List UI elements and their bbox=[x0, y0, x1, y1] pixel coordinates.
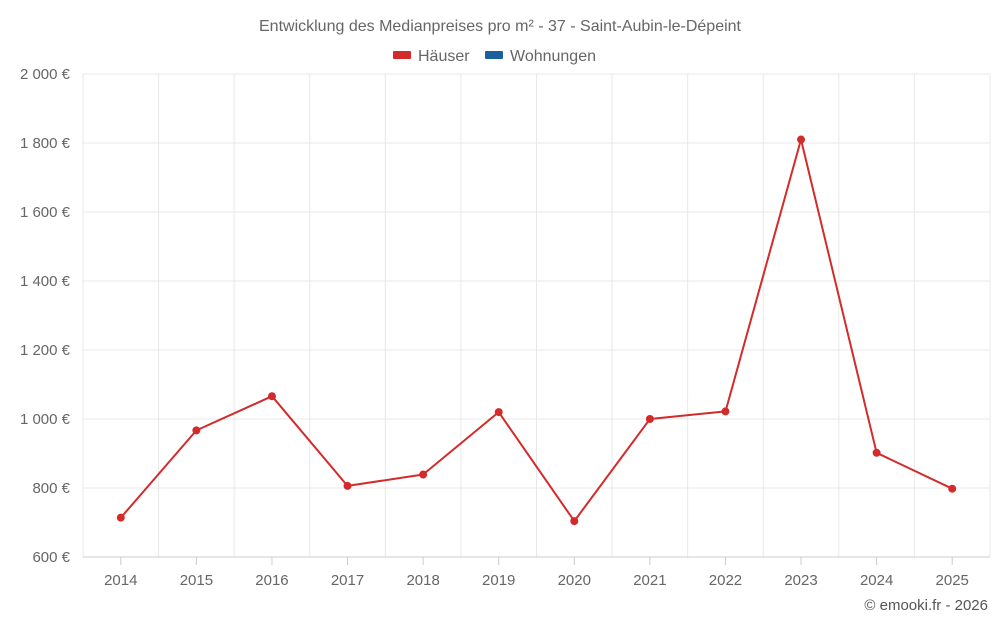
series-houses bbox=[116, 135, 957, 526]
y-tick-label: 1 400 € bbox=[20, 273, 71, 290]
x-tick-label: 2016 bbox=[255, 572, 288, 589]
y-tick-label: 800 € bbox=[32, 480, 70, 497]
y-tick-label: 1 000 € bbox=[20, 411, 71, 428]
data-point-2018[interactable] bbox=[419, 470, 428, 479]
data-point-2022[interactable] bbox=[721, 407, 730, 416]
legend-swatch-apartments bbox=[485, 51, 503, 59]
x-tick-label: 2015 bbox=[180, 572, 213, 589]
y-tick-label: 1 800 € bbox=[20, 135, 71, 152]
legend-item-apartments[interactable]: Wohnungen bbox=[485, 48, 596, 65]
data-point-2020[interactable] bbox=[570, 517, 579, 526]
x-tick-label: 2018 bbox=[406, 572, 439, 589]
x-tick-label: 2019 bbox=[482, 572, 515, 589]
data-point-2015[interactable] bbox=[192, 426, 201, 435]
data-point-2023[interactable] bbox=[797, 135, 806, 144]
x-axis: 2014 2015 2016 2017 2018 2019 2020 2021 2022 2023… bbox=[83, 556, 990, 589]
data-point-2024[interactable] bbox=[872, 448, 881, 457]
credit-text: © emooki.fr - 2026 bbox=[864, 597, 988, 614]
legend-swatch-houses bbox=[393, 51, 411, 59]
legend[interactable]: Häuser Wohnungen bbox=[393, 48, 596, 65]
legend-item-houses[interactable]: Häuser bbox=[393, 48, 470, 65]
chart-title: Entwicklung des Medianpreises pro m² - 3… bbox=[259, 18, 742, 35]
data-point-2025[interactable] bbox=[948, 484, 957, 493]
x-tick-label: 2020 bbox=[558, 572, 591, 589]
data-point-2014[interactable] bbox=[116, 513, 125, 522]
y-tick-label: 1 600 € bbox=[20, 204, 71, 221]
y-axis: 600 € 800 € 1 000 € 1 200 € 1 400 € 1 600 € 1 … bbox=[20, 66, 71, 566]
x-tick-label: 2017 bbox=[331, 572, 364, 589]
x-tick-label: 2024 bbox=[860, 572, 893, 589]
data-point-2017[interactable] bbox=[343, 481, 352, 490]
x-tick-label: 2022 bbox=[709, 572, 742, 589]
gridlines bbox=[82, 73, 991, 557]
data-point-2021[interactable] bbox=[645, 415, 654, 423]
data-point-2019[interactable] bbox=[494, 408, 503, 417]
y-tick-label: 1 200 € bbox=[20, 342, 71, 359]
x-tick-label: 2025 bbox=[936, 572, 969, 589]
x-tick-label: 2023 bbox=[784, 572, 817, 589]
x-tick-label: 2014 bbox=[104, 572, 137, 589]
legend-label-houses: Häuser bbox=[418, 48, 470, 65]
x-tick-label: 2021 bbox=[633, 572, 666, 589]
y-tick-label: 600 € bbox=[32, 549, 70, 566]
series-line-houses bbox=[120, 138, 953, 523]
legend-label-apartments: Wohnungen bbox=[510, 48, 596, 65]
y-tick-label: 2 000 € bbox=[20, 66, 71, 83]
data-point-2016[interactable] bbox=[267, 392, 276, 401]
